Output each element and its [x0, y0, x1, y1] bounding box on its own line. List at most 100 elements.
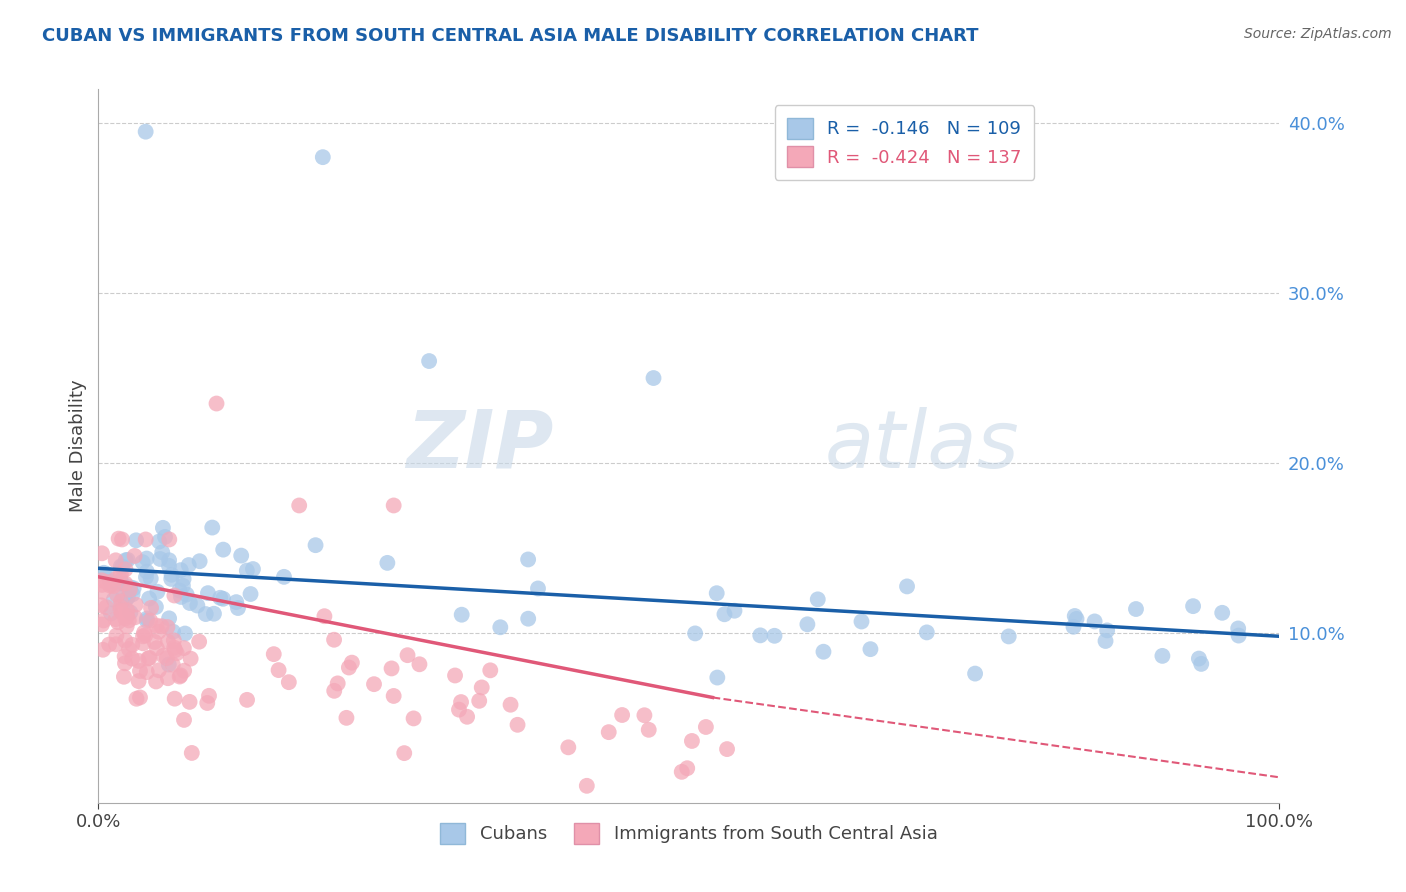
Point	[114, 576, 136, 591]
Point	[135, 614, 157, 628]
Point	[114, 657, 136, 671]
Point	[138, 591, 160, 606]
Point	[152, 648, 174, 663]
Point	[150, 619, 173, 633]
Point	[163, 640, 186, 655]
Point	[225, 595, 247, 609]
Point	[121, 587, 143, 601]
Point	[557, 740, 579, 755]
Point	[610, 708, 633, 723]
Point	[173, 713, 195, 727]
Point	[1152, 648, 1174, 663]
Point	[163, 691, 186, 706]
Point	[104, 612, 127, 626]
Point	[93, 566, 115, 580]
Point	[91, 617, 114, 632]
Point	[997, 629, 1019, 643]
Point	[212, 542, 235, 557]
Point	[114, 611, 136, 625]
Point	[148, 663, 170, 677]
Point	[713, 607, 735, 622]
Point	[114, 593, 136, 607]
Point	[859, 642, 882, 657]
Point	[132, 625, 155, 640]
Point	[201, 520, 224, 534]
Point	[166, 646, 188, 660]
Point	[396, 648, 419, 663]
Point	[157, 611, 180, 625]
Point	[156, 620, 179, 634]
Point	[148, 624, 170, 639]
Point	[139, 572, 162, 586]
Point	[683, 626, 706, 640]
Point	[749, 628, 772, 642]
Point	[1094, 634, 1116, 648]
Point	[111, 605, 134, 619]
Point	[209, 591, 232, 605]
Point	[135, 533, 157, 547]
Point	[527, 582, 550, 596]
Point	[176, 587, 198, 601]
Point	[136, 651, 159, 665]
Point	[695, 720, 717, 734]
Point	[186, 599, 208, 613]
Point	[121, 638, 143, 652]
Point	[267, 663, 290, 677]
Point	[1188, 651, 1211, 665]
Point	[226, 601, 249, 615]
Point	[575, 779, 598, 793]
Point	[107, 615, 129, 630]
Point	[145, 618, 167, 632]
Point	[98, 574, 121, 589]
Point	[163, 633, 186, 648]
Point	[149, 552, 172, 566]
Point	[101, 578, 124, 592]
Point	[456, 710, 478, 724]
Point	[115, 603, 138, 617]
Point	[681, 734, 703, 748]
Point	[118, 582, 141, 597]
Point	[180, 651, 202, 665]
Point	[105, 575, 128, 590]
Point	[114, 633, 136, 648]
Point	[676, 761, 699, 775]
Point	[174, 626, 197, 640]
Point	[643, 371, 665, 385]
Point	[377, 556, 399, 570]
Point	[153, 530, 176, 544]
Point	[91, 574, 114, 588]
Point	[91, 585, 114, 599]
Point	[120, 606, 142, 620]
Point	[117, 591, 139, 605]
Point	[90, 599, 112, 613]
Point	[231, 549, 253, 563]
Point	[115, 619, 138, 633]
Point	[110, 604, 132, 618]
Point	[122, 582, 145, 596]
Point	[1084, 615, 1107, 629]
Point	[323, 632, 346, 647]
Point	[120, 580, 142, 594]
Point	[965, 666, 987, 681]
Point	[517, 552, 540, 566]
Point	[236, 564, 259, 578]
Point	[118, 642, 141, 657]
Point	[173, 664, 195, 678]
Point	[98, 578, 121, 592]
Point	[169, 669, 191, 683]
Point	[93, 614, 115, 628]
Point	[145, 599, 167, 614]
Point	[242, 562, 264, 576]
Point	[706, 671, 728, 685]
Point	[177, 558, 200, 572]
Point	[105, 588, 128, 602]
Point	[110, 559, 132, 574]
Point	[170, 590, 193, 604]
Point	[813, 645, 835, 659]
Point	[131, 555, 153, 569]
Point	[288, 499, 311, 513]
Point	[112, 589, 135, 603]
Point	[499, 698, 522, 712]
Point	[162, 657, 184, 672]
Point	[135, 665, 157, 679]
